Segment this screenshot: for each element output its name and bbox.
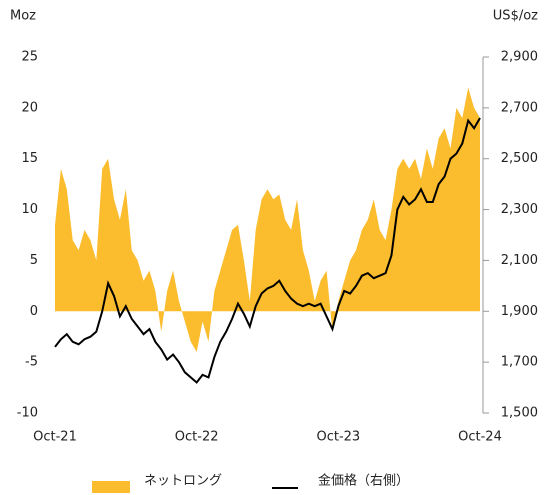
y2-tick-label: 2,100 [501,253,538,268]
x-tick-label: Oct-21 [33,430,77,445]
y-tick-label: -10 [17,406,38,421]
legend-swatch [92,481,130,493]
y2-tick-label: 1,900 [501,304,538,319]
y-tick-label: 15 [21,151,38,166]
y2-tick-label: 2,500 [501,151,538,166]
x-tick-label: Oct-23 [316,430,360,445]
legend-label: 金価格（右側） [318,473,409,489]
legend-label: ネットロング [144,474,222,489]
area [55,87,480,352]
y-tick-label: 10 [21,202,38,217]
y-tick-label: -5 [25,355,38,370]
y2-tick-label: 1,700 [501,355,538,370]
y-tick-label: 25 [21,50,38,65]
y2-tick-label: 2,300 [501,202,538,217]
y2-axis-title: US$/oz [493,9,538,24]
y-axis-title: Moz [10,9,36,24]
y2-tick-label: 1,500 [501,406,538,421]
y2-tick-label: 2,900 [501,50,538,65]
y-tick-label: 20 [21,100,38,115]
y2-tick-label: 2,700 [501,100,538,115]
y-tick-label: 0 [30,304,38,319]
x-tick-label: Oct-22 [175,430,219,445]
y-tick-label: 5 [30,253,38,268]
x-tick-label: Oct-24 [458,430,502,445]
line [54,117,481,384]
